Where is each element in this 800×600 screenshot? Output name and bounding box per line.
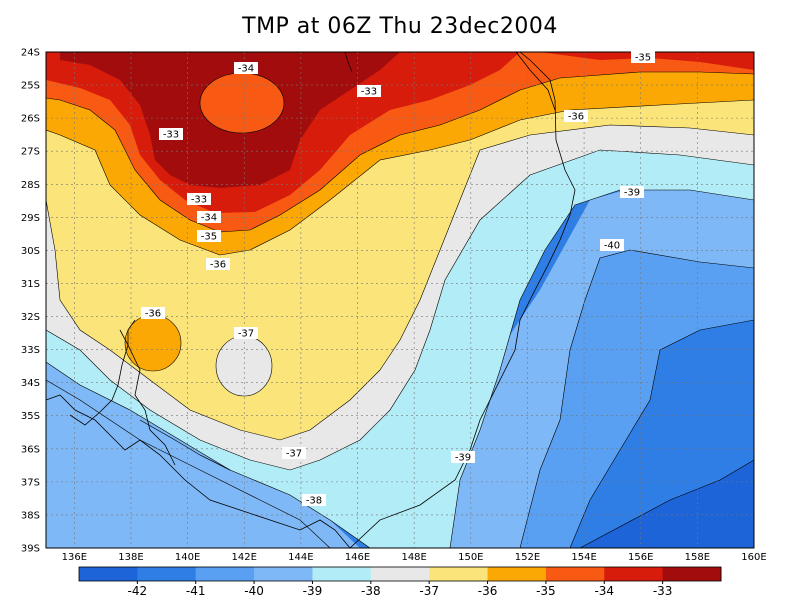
band-40-east — [46, 52, 754, 548]
svg-text:-37: -37 — [286, 449, 302, 460]
lon-label: 148E — [401, 552, 426, 563]
contour-label: -33 — [357, 85, 381, 98]
lat-label: 34S — [21, 378, 40, 389]
svg-text:-36: -36 — [210, 260, 226, 271]
contour-label: -36 — [141, 307, 165, 320]
lon-label: 138E — [118, 552, 143, 563]
contour-labels: -34 -33 -33 -33 -34 -35 -36 -35 -36 -39 … — [141, 51, 655, 507]
colorbar-label: -37 — [419, 584, 439, 598]
colorbar-label: -39 — [303, 584, 323, 598]
band-42 — [580, 460, 754, 548]
lon-label: 154E — [571, 552, 596, 563]
colorbar: -42 -41 -40 -39 -38 -37 -36 -35 -34 -33 — [78, 566, 722, 598]
svg-text:-33: -33 — [191, 195, 207, 206]
latitude-labels: 24S 25S 26S 27S 28S 29S 30S 31S 32S 33S 34S 35S 36S 3… — [21, 48, 40, 555]
svg-text:-33: -33 — [361, 87, 377, 98]
lat-label: 25S — [21, 81, 40, 92]
lon-label: 158E — [685, 552, 710, 563]
svg-text:-39: -39 — [455, 453, 471, 464]
colorbar-swatch — [195, 567, 255, 581]
svg-text:-35: -35 — [635, 53, 651, 64]
colorbar-swatch — [429, 567, 489, 581]
contour-label: -34 — [234, 62, 258, 75]
contour-label: -37 — [234, 327, 258, 340]
svg-text:-34: -34 — [238, 64, 254, 75]
contour-label: -35 — [197, 230, 221, 243]
colorbar-swatch — [137, 567, 197, 581]
svg-text:-34: -34 — [201, 213, 217, 224]
svg-text:-37: -37 — [238, 329, 254, 340]
colorbar-swatch — [662, 567, 722, 581]
colorbar-label: -35 — [536, 584, 556, 598]
colorbar-label: -36 — [478, 584, 498, 598]
contour-label: -36 — [206, 258, 230, 271]
band-37-island — [216, 336, 272, 396]
lat-label: 24S — [21, 48, 40, 59]
lat-label: 30S — [21, 246, 40, 257]
colorbar-label: -40 — [244, 584, 264, 598]
lat-label: 27S — [21, 147, 40, 158]
colorbar-swatch — [254, 567, 313, 581]
svg-text:-36: -36 — [568, 112, 584, 123]
colorbar-swatch — [370, 567, 430, 581]
lat-label: 31S — [21, 279, 40, 290]
contour-label: -36 — [564, 110, 588, 123]
band-33-east — [540, 52, 754, 70]
colorbar-swatch — [79, 567, 138, 581]
lat-label: 33S — [21, 345, 40, 356]
lat-label: 29S — [21, 213, 40, 224]
colorbar-label: -34 — [594, 584, 614, 598]
contour-label: -40 — [600, 239, 624, 252]
lon-label: 150E — [458, 552, 483, 563]
lat-label: 37S — [21, 477, 40, 488]
colorbar-swatch — [604, 567, 664, 581]
colorbar-swatch — [312, 567, 372, 581]
lat-lon-grid — [46, 52, 754, 548]
lon-label: 146E — [345, 552, 370, 563]
svg-text:-39: -39 — [624, 188, 640, 199]
svg-text:-33: -33 — [163, 130, 179, 141]
svg-text:-38: -38 — [306, 496, 322, 507]
contour-label: -34 — [197, 211, 221, 224]
lon-label: 142E — [232, 552, 257, 563]
lat-label: 26S — [21, 114, 40, 125]
lon-label: 152E — [515, 552, 540, 563]
colorbar-swatch — [545, 567, 605, 581]
lat-label: 38S — [21, 510, 40, 521]
lat-label: 36S — [21, 444, 40, 455]
lon-label: 160E — [741, 552, 766, 563]
contour-label: -35 — [631, 51, 655, 64]
coastline — [46, 52, 576, 548]
contour-label: -39 — [620, 186, 644, 199]
colorbar-swatch — [487, 567, 547, 581]
longitude-labels: 136E 138E 140E 142E 144E 146E 148E 150E 152E 154E… — [62, 552, 767, 563]
colorbar-label: -41 — [186, 584, 206, 598]
lon-label: 136E — [62, 552, 87, 563]
band-35-island — [125, 315, 181, 371]
lat-label: 39S — [21, 544, 40, 555]
lon-label: 144E — [288, 552, 313, 563]
lon-label: 156E — [628, 552, 653, 563]
contour-label: -33 — [187, 193, 211, 206]
colorbar-label: -38 — [361, 584, 381, 598]
map-frame — [45, 51, 755, 549]
colorbar-label: -33 — [653, 584, 673, 598]
state-borders — [127, 51, 353, 471]
lat-label: 32S — [21, 312, 40, 323]
svg-text:-36: -36 — [145, 309, 161, 320]
lat-label: 28S — [21, 180, 40, 191]
contour-label: -37 — [282, 447, 306, 460]
map-title: TMP at 06Z Thu 23dec2004 — [242, 14, 558, 39]
svg-text:-40: -40 — [604, 241, 620, 252]
lon-label: 140E — [175, 552, 200, 563]
contour-label: -33 — [159, 128, 183, 141]
band-34-pocket — [200, 73, 284, 133]
contour-label: -38 — [302, 494, 326, 507]
svg-text:-35: -35 — [201, 232, 217, 243]
colorbar-label: -42 — [128, 584, 148, 598]
lat-label: 35S — [21, 411, 40, 422]
colorbar-frame — [78, 566, 722, 582]
contour-label: -39 — [451, 451, 475, 464]
